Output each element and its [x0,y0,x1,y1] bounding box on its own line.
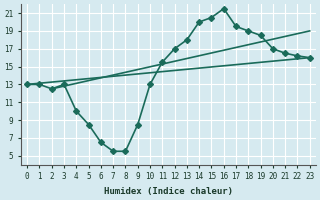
X-axis label: Humidex (Indice chaleur): Humidex (Indice chaleur) [104,187,233,196]
